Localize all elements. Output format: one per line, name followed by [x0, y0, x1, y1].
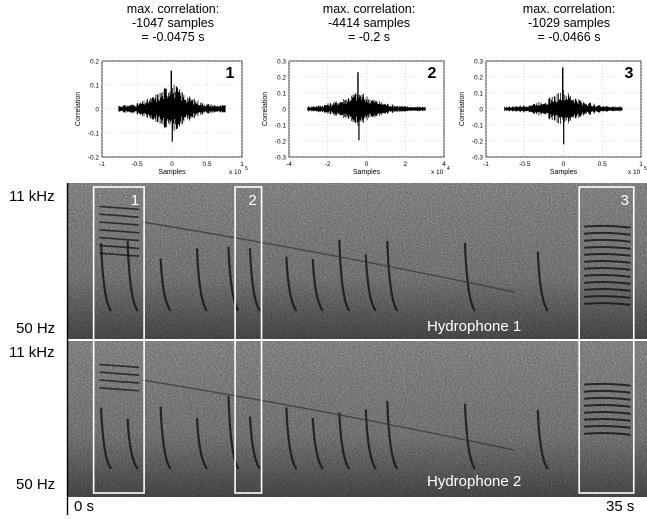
corr-ytick-label: 0.1	[474, 90, 483, 97]
corr-ytick-label: -0.3	[275, 154, 287, 161]
corr-ytick-label: 0.2	[474, 74, 483, 81]
corr-ytick-label: -0.2	[275, 138, 287, 145]
corr-plot-1: -1 -0.5 0 0.5 1 -0.2 -0.1 0 0.1 0.2 1 Samples Correl…	[75, 58, 248, 176]
corr-xlabel-1: Samples	[158, 169, 186, 176]
corr-xtick-label: 0	[365, 161, 369, 168]
panel3-header-line2: -1029 samples	[528, 16, 610, 30]
panel2-header-line1: max. correlation:	[322, 2, 416, 16]
spectrogram-shade	[68, 341, 647, 497]
corr-panel-number-3: 3	[625, 65, 634, 82]
corr-ytick-label: -0.1	[88, 130, 100, 137]
corr-xtick-label: -1	[99, 161, 105, 168]
spectrogram-harmonics-3	[584, 382, 631, 436]
corr-xtick-label: 1	[240, 161, 244, 168]
corr-ytick-label: -0.1	[275, 122, 287, 129]
corr-ytick-label: 0.2	[277, 74, 286, 81]
corr-ylabel-1: Correlation	[75, 92, 82, 126]
spectrogram-sweep	[142, 221, 515, 293]
event-box-3	[578, 186, 635, 494]
corr-ylabel-3: Correlation	[459, 92, 466, 126]
panel1-header-line2: -1047 samples	[132, 16, 214, 30]
spectrogram-shade	[68, 183, 647, 339]
track2-freq-bottom: 50 Hz	[16, 476, 56, 493]
corr-ytick-label: -0.2	[88, 154, 100, 161]
event-box-1	[92, 186, 145, 494]
panel1-header-line3: = -0.0475 s	[141, 30, 205, 44]
panel1-header: max. correlation: -1047 samples = -0.047…	[93, 2, 253, 44]
corr-xtick-label: -0.5	[131, 161, 143, 168]
panel3-header: max. correlation: -1029 samples = -0.046…	[489, 2, 647, 44]
corr-panel-number-2: 2	[428, 65, 437, 82]
corr-xtick-label: -0.5	[519, 161, 531, 168]
spectrogram-harmonics-1	[99, 363, 140, 392]
corr-xtick-label: 0	[562, 161, 566, 168]
spectrogram-sweep	[142, 379, 515, 451]
corr-x-exponent-3: 5	[644, 166, 647, 172]
event-box-label-2: 2	[248, 192, 256, 209]
panel1-header-line1: max. correlation:	[126, 2, 220, 16]
corr-ytick-label: 0.1	[90, 82, 99, 89]
panel3-header-line1: max. correlation:	[522, 2, 616, 16]
corr-trace-1	[118, 84, 226, 131]
track2-name: Hydrophone 2	[427, 473, 522, 490]
corr-xtick-label: 1	[639, 161, 643, 168]
track1-freq-bottom: 50 Hz	[16, 320, 56, 337]
time-end-label: 35 s	[606, 498, 635, 515]
corr-xtick-label: 0.5	[598, 161, 607, 168]
track1-freq-top: 11 kHz	[9, 188, 55, 205]
corr-xlabel-3: Samples	[550, 169, 578, 176]
corr-ytick-label: 0.1	[277, 90, 286, 97]
corr-ylabel-2: Correlation	[262, 92, 269, 126]
corr-xlabel-2: Samples	[353, 169, 381, 176]
corr-ytick-label: 0	[479, 106, 483, 113]
corr-ytick-label: 0.3	[277, 58, 286, 65]
time-start-label: 0 s	[74, 498, 95, 515]
spectrogram-calls	[100, 239, 549, 312]
event-box-2	[234, 186, 263, 494]
corr-x-multiplier-3: x 10	[628, 169, 641, 176]
panel2-header-line2: -4414 samples	[328, 16, 410, 30]
event-box-label-1: 1	[131, 192, 139, 209]
panel2-header-line3: = -0.2 s	[347, 30, 391, 44]
corr-trace-2	[307, 90, 426, 126]
panel2-header: max. correlation: -4414 samples = -0.2 s	[289, 2, 449, 44]
corr-panel-number-1: 1	[226, 65, 235, 82]
corr-xtick-label: -1	[483, 161, 489, 168]
corr-x-multiplier-2: x 10	[431, 169, 444, 176]
corr-xtick-label: 4	[442, 161, 446, 168]
corr-ytick-label: 0.2	[90, 58, 99, 65]
corr-plot-2: -4 -2 0 2 4 -0.3 -0.2 -0.1 0 0.1 0.2 0.3 2 Samples Cor…	[262, 58, 450, 176]
corr-xtick-label: 0.5	[202, 161, 211, 168]
panel3-header-line3: = -0.0466 s	[537, 30, 601, 44]
corr-xtick-label: 2	[403, 161, 407, 168]
spectrogram-track-1	[68, 183, 647, 339]
corr-trace-3	[504, 90, 623, 126]
corr-ytick-label: -0.1	[472, 122, 484, 129]
corr-x-multiplier-1: x 10	[229, 169, 242, 176]
corr-xtick-label: -2	[325, 161, 331, 168]
event-box-label-3: 3	[621, 192, 629, 209]
spectrogram-harmonics-3	[584, 224, 631, 306]
corr-ytick-label: 0	[282, 106, 286, 113]
track2-freq-top: 11 kHz	[9, 344, 55, 361]
corr-x-exponent-1: 5	[245, 166, 248, 172]
corr-ytick-label: 0	[95, 106, 99, 113]
spectrogram-calls	[100, 395, 549, 470]
spectrogram-track-2	[68, 341, 647, 497]
corr-ytick-label: -0.3	[472, 154, 484, 161]
corr-ytick-label: 0.3	[474, 58, 483, 65]
spectrogram-harmonics-1	[99, 205, 140, 257]
corr-plot-3: -1 -0.5 0 0.5 1 -0.3 -0.2 -0.1 0 0.1 0.2 0.3 3 Sample…	[459, 58, 647, 176]
corr-xtick-label: -4	[286, 161, 292, 168]
track1-name: Hydrophone 1	[427, 318, 522, 335]
corr-xtick-label: 0	[170, 161, 174, 168]
corr-ytick-label: -0.2	[472, 138, 484, 145]
corr-x-exponent-2: 4	[447, 166, 450, 172]
